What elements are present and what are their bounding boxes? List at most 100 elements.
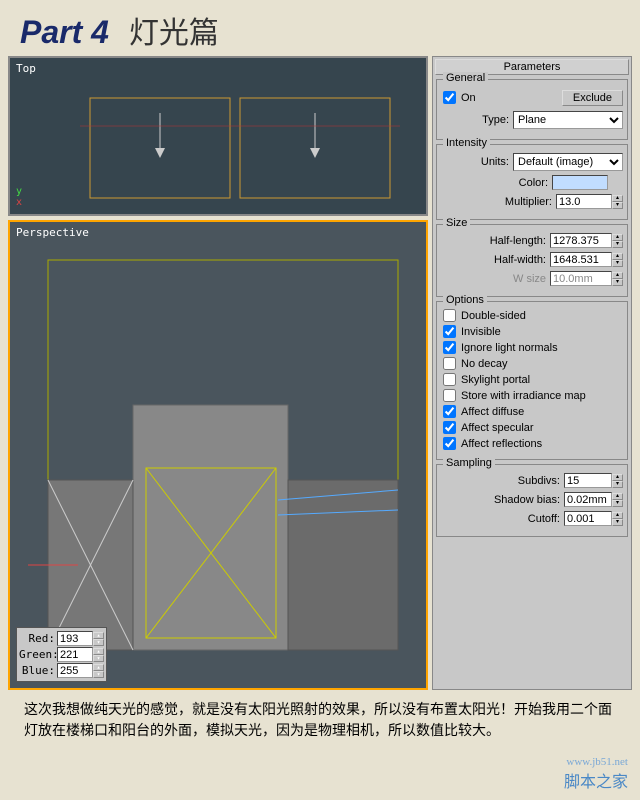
green-spinner[interactable]: ▴▾ — [57, 647, 104, 662]
page-title: Part 4 灯光篇 — [0, 0, 640, 56]
up-icon[interactable]: ▴ — [612, 253, 623, 260]
option-checkbox[interactable] — [443, 341, 456, 354]
cutoff-label: Cutoff: — [441, 513, 560, 525]
down-icon[interactable]: ▾ — [612, 481, 623, 488]
option-label: No decay — [461, 358, 507, 370]
group-intensity: Intensity Units: Default (image) Color: … — [436, 144, 628, 220]
size-title: Size — [443, 217, 470, 229]
option-row: Skylight portal — [443, 373, 621, 386]
option-checkbox[interactable] — [443, 325, 456, 338]
red-input[interactable] — [57, 631, 93, 646]
rgb-red-row: Red: ▴▾ — [19, 631, 104, 646]
down-icon[interactable]: ▾ — [93, 639, 104, 646]
option-row: Double-sided — [443, 309, 621, 322]
red-label: Red: — [19, 632, 55, 645]
top-scene — [10, 58, 426, 214]
half-width-spinner[interactable]: ▴▾ — [550, 252, 623, 267]
axis-gizmo: yx — [16, 186, 22, 208]
rgb-blue-row: Blue: ▴▾ — [19, 663, 104, 678]
group-general: General On Exclude Type: Plane — [436, 79, 628, 140]
red-spinner[interactable]: ▴▾ — [57, 631, 104, 646]
down-icon[interactable]: ▾ — [612, 500, 623, 507]
options-title: Options — [443, 294, 487, 306]
option-row: No decay — [443, 357, 621, 370]
multiplier-spinner[interactable]: ▴▾ — [556, 194, 623, 209]
shadow-bias-input[interactable] — [564, 492, 612, 507]
down-icon: ▾ — [612, 279, 623, 286]
watermark-url: www.jb51.net — [564, 756, 628, 768]
type-select[interactable]: Plane — [513, 111, 623, 129]
w-size-input — [550, 271, 612, 286]
blue-spinner[interactable]: ▴▾ — [57, 663, 104, 678]
option-checkbox[interactable] — [443, 437, 456, 450]
blue-input[interactable] — [57, 663, 93, 678]
down-icon[interactable]: ▾ — [612, 519, 623, 526]
group-options: Options Double-sidedInvisibleIgnore ligh… — [436, 301, 628, 460]
exclude-button[interactable]: Exclude — [562, 90, 623, 106]
viewport-top[interactable]: Top yx — [8, 56, 428, 216]
on-checkbox[interactable] — [443, 91, 456, 104]
half-width-input[interactable] — [550, 252, 612, 267]
option-checkbox[interactable] — [443, 309, 456, 322]
subdivs-input[interactable] — [564, 473, 612, 488]
cutoff-input[interactable] — [564, 511, 612, 526]
down-icon[interactable]: ▾ — [612, 241, 623, 248]
up-icon[interactable]: ▴ — [612, 493, 623, 500]
shadow-bias-label: Shadow bias: — [441, 494, 560, 506]
parameters-panel: Parameters General On Exclude Type: Plan… — [432, 56, 632, 690]
multiplier-input[interactable] — [556, 194, 612, 209]
shadow-bias-spinner[interactable]: ▴▾ — [564, 492, 623, 507]
cutoff-spinner[interactable]: ▴▾ — [564, 511, 623, 526]
type-label: Type: — [482, 114, 509, 126]
option-row: Affect reflections — [443, 437, 621, 450]
green-input[interactable] — [57, 647, 93, 662]
up-icon[interactable]: ▴ — [93, 664, 104, 671]
up-icon: ▴ — [612, 272, 623, 279]
part-label: Part 4 — [20, 14, 109, 51]
watermark: www.jb51.net 脚本之家 — [564, 756, 628, 792]
option-row: Affect diffuse — [443, 405, 621, 418]
up-icon[interactable]: ▴ — [612, 512, 623, 519]
color-swatch[interactable] — [552, 175, 608, 190]
option-checkbox[interactable] — [443, 389, 456, 402]
option-checkbox[interactable] — [443, 357, 456, 370]
group-size: Size Half-length: ▴▾ Half-width: ▴▾ W si… — [436, 224, 628, 297]
up-icon[interactable]: ▴ — [612, 474, 623, 481]
half-length-input[interactable] — [550, 233, 612, 248]
option-checkbox[interactable] — [443, 405, 456, 418]
units-label: Units: — [481, 156, 509, 168]
option-label: Affect specular — [461, 422, 534, 434]
half-width-label: Half-width: — [441, 254, 546, 266]
down-icon[interactable]: ▾ — [612, 202, 623, 209]
half-length-label: Half-length: — [441, 235, 546, 247]
color-label: Color: — [441, 177, 548, 189]
option-row: Ignore light normals — [443, 341, 621, 354]
on-label: On — [461, 92, 476, 104]
units-select[interactable]: Default (image) — [513, 153, 623, 171]
down-icon[interactable]: ▾ — [93, 671, 104, 678]
option-row: Store with irradiance map — [443, 389, 621, 402]
viewport-persp-label: Perspective — [16, 226, 89, 239]
down-icon[interactable]: ▾ — [612, 260, 623, 267]
option-label: Double-sided — [461, 310, 526, 322]
option-label: Ignore light normals — [461, 342, 558, 354]
option-checkbox[interactable] — [443, 421, 456, 434]
subdivs-spinner[interactable]: ▴▾ — [564, 473, 623, 488]
up-icon[interactable]: ▴ — [612, 195, 623, 202]
up-icon[interactable]: ▴ — [93, 632, 104, 639]
half-length-spinner[interactable]: ▴▾ — [550, 233, 623, 248]
down-icon[interactable]: ▾ — [93, 655, 104, 662]
multiplier-label: Multiplier: — [441, 196, 552, 208]
option-row: Invisible — [443, 325, 621, 338]
option-label: Store with irradiance map — [461, 390, 586, 402]
viewport-perspective[interactable]: Perspective Red: ▴▾ — [8, 220, 428, 690]
rgb-panel: Red: ▴▾ Green: ▴▾ Blue: ▴▾ — [16, 627, 107, 682]
w-size-spinner: ▴▾ — [550, 271, 623, 286]
sampling-title: Sampling — [443, 457, 495, 469]
rgb-green-row: Green: ▴▾ — [19, 647, 104, 662]
title-chinese: 灯光篇 — [129, 8, 219, 52]
up-icon[interactable]: ▴ — [612, 234, 623, 241]
up-icon[interactable]: ▴ — [93, 648, 104, 655]
option-checkbox[interactable] — [443, 373, 456, 386]
option-label: Skylight portal — [461, 374, 530, 386]
